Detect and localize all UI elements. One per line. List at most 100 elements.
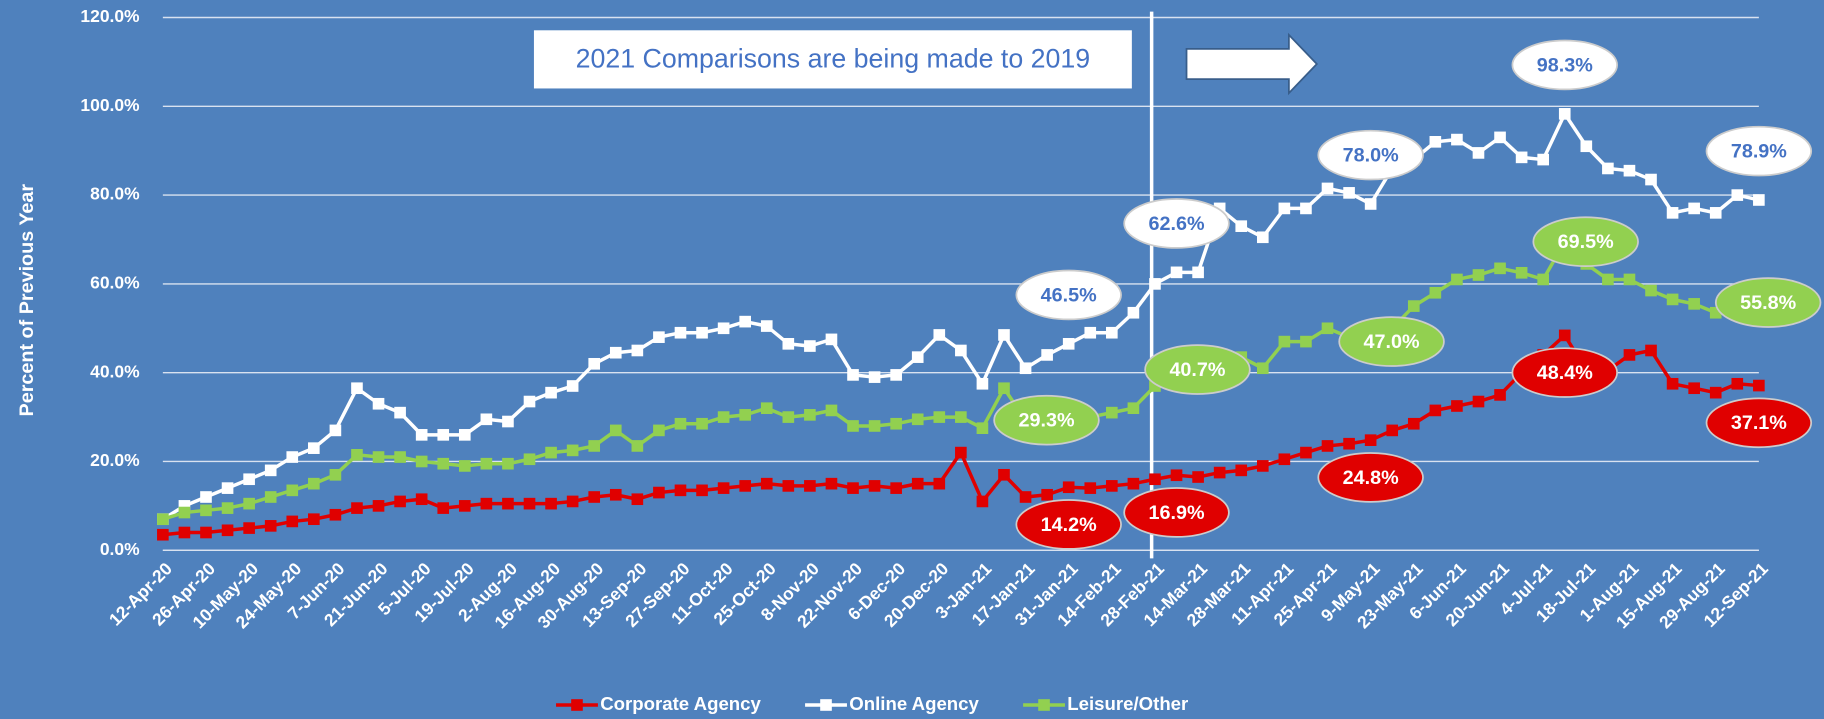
- point-marker: [1062, 338, 1075, 350]
- point-marker: [1106, 406, 1118, 419]
- point-marker: [243, 473, 255, 486]
- point-marker: [847, 482, 859, 494]
- point-marker: [1170, 469, 1183, 482]
- y-tick-label: 20.0%: [90, 450, 140, 470]
- point-marker: [566, 495, 579, 508]
- annotation-box: [533, 30, 1132, 89]
- point-marker: [394, 451, 406, 463]
- label-bubble: [1015, 269, 1122, 321]
- point-marker: [523, 395, 536, 408]
- point-marker: [545, 446, 557, 459]
- point-marker: [1429, 135, 1442, 148]
- point-marker: [782, 338, 795, 350]
- point-marker: [653, 486, 665, 499]
- point-marker: [1472, 269, 1485, 281]
- legend-label: Corporate Agency: [600, 693, 761, 714]
- point-marker: [394, 406, 406, 419]
- y-tick-label: 100.0%: [80, 95, 140, 115]
- point-marker: [976, 495, 989, 508]
- point-marker: [911, 413, 924, 426]
- point-marker: [502, 457, 514, 470]
- point-marker: [868, 420, 881, 432]
- point-marker: [523, 497, 536, 510]
- point-marker: [804, 480, 816, 492]
- point-marker: [1084, 482, 1097, 494]
- legend: Corporate Agency Online Agency Leisure/Oth…: [556, 693, 1188, 714]
- point-marker: [717, 411, 730, 423]
- point-marker: [480, 457, 493, 470]
- point-marker: [200, 526, 212, 539]
- point-marker: [1688, 382, 1700, 395]
- point-marker: [933, 329, 946, 341]
- point-marker: [1515, 266, 1528, 279]
- point-marker: [308, 442, 320, 454]
- point-marker: [221, 524, 234, 537]
- point-marker: [609, 346, 622, 359]
- point-marker: [631, 440, 644, 452]
- point-marker: [804, 409, 816, 421]
- point-marker: [1472, 395, 1485, 408]
- point-marker: [308, 513, 320, 526]
- point-marker: [1602, 162, 1614, 175]
- point-marker: [1451, 133, 1463, 146]
- y-tick-label: 120.0%: [80, 6, 140, 26]
- point-marker: [868, 480, 881, 492]
- point-marker: [1753, 379, 1765, 392]
- legend-label: Online Agency: [849, 693, 979, 714]
- point-marker: [825, 333, 838, 346]
- point-marker: [1407, 300, 1420, 312]
- point-marker: [523, 453, 536, 466]
- point-marker: [437, 429, 450, 441]
- legend-marker: [820, 699, 832, 711]
- point-marker: [545, 497, 557, 510]
- point-marker: [890, 482, 902, 494]
- point-marker: [480, 413, 493, 426]
- data-label: 16.9%: [1149, 502, 1205, 524]
- point-marker: [437, 457, 450, 470]
- point-marker: [696, 326, 708, 339]
- point-marker: [782, 411, 795, 423]
- point-marker: [1602, 273, 1614, 286]
- point-marker: [1731, 377, 1744, 390]
- point-marker: [1084, 326, 1097, 339]
- point-marker: [1300, 202, 1312, 215]
- point-marker: [976, 422, 989, 434]
- point-marker: [998, 382, 1010, 395]
- point-marker: [890, 417, 902, 430]
- label-bubble: [1123, 487, 1230, 538]
- point-marker: [1041, 349, 1053, 361]
- point-marker: [588, 440, 601, 452]
- label-bubble: [1532, 216, 1639, 268]
- point-marker: [739, 480, 751, 492]
- point-marker: [415, 429, 428, 441]
- point-marker: [200, 491, 212, 503]
- data-label: 78.0%: [1343, 144, 1399, 166]
- data-label: 78.9%: [1731, 141, 1787, 163]
- point-marker: [717, 322, 730, 335]
- data-label: 69.5%: [1558, 231, 1614, 253]
- label-bubble: [1511, 39, 1618, 91]
- point-marker: [1645, 284, 1657, 297]
- point-marker: [1192, 266, 1204, 279]
- data-label: 14.2%: [1041, 514, 1097, 536]
- legend-marker: [571, 699, 583, 711]
- point-marker: [1343, 187, 1355, 199]
- point-marker: [609, 488, 622, 501]
- point-marker: [976, 377, 989, 390]
- point-marker: [847, 369, 859, 381]
- data-label: 46.5%: [1041, 284, 1097, 306]
- point-marker: [609, 424, 622, 437]
- point-marker: [178, 500, 191, 512]
- point-marker: [372, 451, 385, 463]
- point-marker: [998, 329, 1010, 341]
- legend-label: Leisure/Other: [1067, 693, 1188, 714]
- y-tick-label: 40.0%: [90, 361, 140, 381]
- point-marker: [221, 502, 234, 514]
- data-label: 48.4%: [1537, 362, 1593, 384]
- point-marker: [545, 386, 557, 399]
- data-label: 98.3%: [1537, 54, 1593, 76]
- data-label: 40.7%: [1169, 359, 1225, 381]
- point-marker: [955, 446, 967, 459]
- point-marker: [1149, 278, 1161, 290]
- point-marker: [1278, 335, 1291, 348]
